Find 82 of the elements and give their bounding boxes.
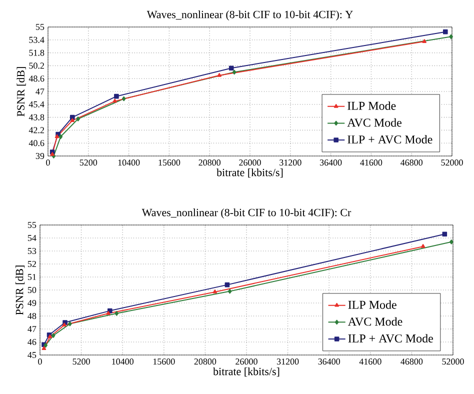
x-tick-label: 31200 (280, 160, 302, 166)
point (122, 96, 126, 102)
point (51, 333, 56, 338)
y-tick-label: 45.4 (28, 101, 44, 108)
x-axis-title: bitrate [kbits/s] (213, 367, 280, 377)
x-tick-label: 10400 (112, 358, 134, 365)
x-tick-label: 31200 (276, 358, 299, 365)
y-tick-label: 49 (28, 300, 36, 306)
x-tick-label: 41600 (359, 358, 382, 365)
x-tick-label: 52000 (442, 358, 464, 365)
y-tick-label: 46 (28, 338, 36, 346)
x-tick-label: 0 (46, 160, 50, 166)
point (70, 114, 75, 120)
legend-label: ILP Mode (348, 300, 396, 309)
x-tick-label: 0 (38, 358, 42, 365)
x-tick-label: 46800 (400, 160, 423, 166)
y-tick-label: 50 (28, 286, 36, 294)
x-tick-label: 10400 (118, 160, 140, 166)
point (422, 39, 426, 43)
point (54, 134, 60, 138)
point (76, 116, 80, 122)
y-tick-label: 51.8 (29, 50, 44, 56)
legend-label: ILP + AVC Mode (348, 135, 432, 144)
legend-label: ILP Mode (348, 101, 396, 110)
x-tick-label: 20800 (194, 358, 216, 365)
chart-title: Waves_nonlinear (8-bit CIF to 10-bit 4CIF): Cr (142, 208, 352, 218)
y-tick-label: 48.6 (28, 76, 44, 82)
x-tick-label: 5200 (80, 160, 98, 166)
y-tick-label: 53.4 (29, 36, 44, 43)
point (217, 72, 222, 77)
y-axis-title: PSNR [dB] (16, 266, 25, 315)
point (212, 290, 218, 294)
x-tick-label: 15600 (153, 358, 175, 365)
legend-label: AVC Mode (347, 118, 402, 127)
y-tick-label: 39 (36, 152, 44, 160)
y-tick-label: 42.2 (28, 127, 44, 134)
point (228, 66, 234, 71)
point (449, 240, 454, 244)
legend-label: ILP + AVC Mode (348, 334, 433, 343)
x-tick-label: 5200 (72, 358, 90, 365)
y-tick-label: 53 (28, 248, 36, 254)
point (232, 70, 236, 75)
point (106, 311, 110, 315)
point (114, 94, 119, 99)
y-tick-label: 47 (28, 326, 36, 332)
point (442, 29, 448, 34)
x-tick-label: 20800 (198, 160, 221, 166)
point (42, 346, 46, 350)
point (62, 322, 66, 327)
point (68, 321, 72, 326)
y-tick-label: 47 (36, 88, 44, 94)
y-tick-label: 45 (28, 352, 36, 358)
x-tick-label: 26000 (239, 160, 261, 166)
x-tick-label: 41600 (360, 160, 382, 166)
x-tick-label: 36400 (320, 160, 342, 166)
x-tick-label: 26000 (236, 358, 258, 365)
y-tick-label: 50.2 (29, 62, 44, 69)
y-tick-label: 52 (28, 260, 36, 268)
x-tick-label: 52000 (441, 160, 463, 166)
point (114, 311, 119, 316)
y-axis-title: PSNR [dB] (16, 67, 26, 116)
x-tick-label: 46800 (400, 358, 423, 365)
point (442, 232, 448, 236)
point (112, 98, 117, 103)
point (70, 118, 75, 122)
y-tick-label: 48 (28, 312, 36, 320)
y-tick-label: 40.6 (28, 140, 44, 146)
x-tick-label: 36400 (318, 358, 340, 365)
point (420, 244, 426, 248)
point (224, 282, 230, 288)
x-tick-label: 15600 (158, 160, 180, 166)
y-tick-label: 54 (28, 234, 36, 242)
point (58, 134, 63, 140)
chart-title: Waves_nonlinear (8-bit CIF to 10-bit 4CIF): Y (146, 10, 353, 20)
point (449, 34, 453, 40)
y-tick-label: 55 (28, 222, 36, 228)
x-axis-title: bitrate [kbits/s] (216, 168, 283, 178)
legend-label: AVC Mode (348, 317, 402, 326)
y-tick-label: 51 (28, 274, 36, 280)
y-tick-label: 43.8 (28, 114, 44, 120)
point (228, 288, 232, 294)
y-tick-label: 55 (36, 24, 44, 30)
